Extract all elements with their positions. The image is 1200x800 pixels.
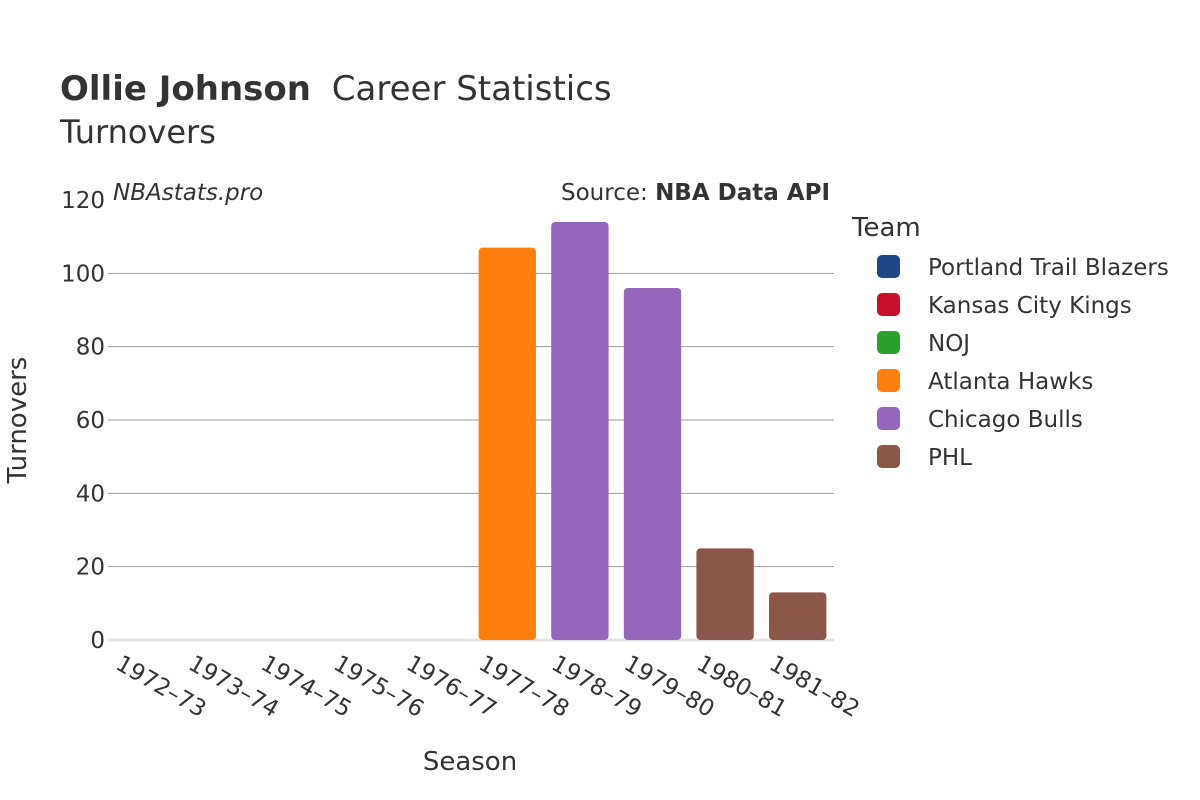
legend-item[interactable]: Kansas City Kings: [877, 293, 1132, 319]
legend-label: Atlanta Hawks: [928, 369, 1093, 395]
legend-item[interactable]: NOJ: [877, 331, 970, 357]
legend-label: Chicago Bulls: [928, 407, 1083, 433]
y-tick-label: 20: [76, 555, 105, 581]
legend-item[interactable]: Portland Trail Blazers: [877, 255, 1169, 281]
title-player: Ollie Johnson: [60, 69, 311, 109]
y-tick-label: 80: [76, 335, 105, 361]
source-name: NBA Data API: [655, 180, 830, 206]
legend-item[interactable]: Chicago Bulls: [877, 407, 1083, 433]
legend-swatch: [877, 255, 900, 278]
title-suffix: Career Statistics: [332, 69, 612, 109]
legend-swatch: [877, 407, 900, 430]
y-tick-label: 120: [61, 188, 105, 214]
legend-title: Team: [851, 213, 921, 243]
legend-item[interactable]: PHL: [877, 445, 972, 471]
y-tick-label: 40: [76, 481, 105, 507]
legend-label: Kansas City Kings: [928, 293, 1132, 319]
legend-label: PHL: [928, 445, 972, 471]
legend-label: Portland Trail Blazers: [928, 255, 1169, 281]
bar-1981–82[interactable]: [769, 592, 827, 640]
bar-1978–79[interactable]: [551, 222, 609, 640]
y-tick-label: 100: [61, 261, 105, 287]
legend: Portland Trail Blazers Kansas City Kings N…: [877, 255, 1169, 471]
y-axis-title: Turnovers: [3, 357, 33, 485]
bar-1977–78[interactable]: [478, 247, 536, 640]
bar-1980–81[interactable]: [696, 548, 754, 640]
legend-swatch: [877, 293, 900, 316]
source-label: Source: NBA Data API: [561, 180, 830, 206]
legend-label: NOJ: [928, 331, 970, 357]
chart-subtitle: Turnovers: [59, 113, 216, 151]
bar-1979–80[interactable]: [623, 288, 682, 640]
x-axis-ticks: 1972–731973–741974–751975–761976–771977–…: [111, 651, 863, 723]
x-axis-title: Season: [423, 747, 517, 777]
y-tick-label: 60: [76, 408, 105, 434]
legend-swatch: [877, 445, 900, 468]
chart-title: Ollie Johnson Career Statistics: [60, 69, 612, 109]
source-prefix: Source:: [561, 180, 655, 206]
legend-item[interactable]: Atlanta Hawks: [877, 369, 1093, 395]
bars: [478, 222, 827, 640]
y-tick-label: 0: [90, 628, 105, 654]
watermark: NBAstats.pro: [113, 180, 263, 206]
legend-swatch: [877, 369, 900, 392]
legend-swatch: [877, 331, 900, 354]
y-axis-ticks: 0 20 40 60 80 100 120: [61, 188, 105, 654]
